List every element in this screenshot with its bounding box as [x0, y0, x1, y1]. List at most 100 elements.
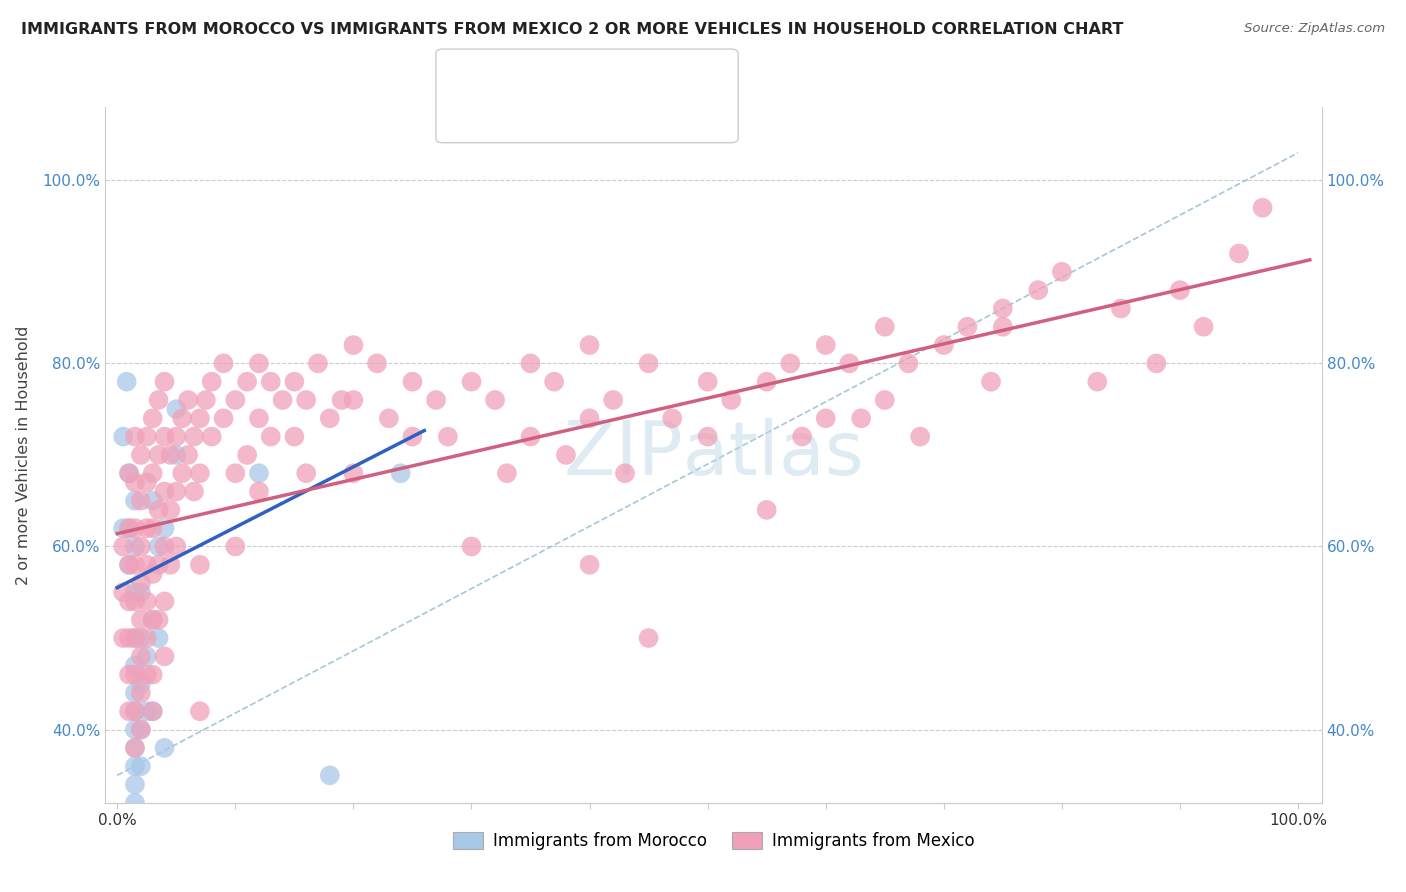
Point	[124, 493, 146, 508]
Point	[129, 723, 152, 737]
Point	[142, 566, 165, 581]
Point	[779, 356, 801, 370]
Point	[142, 613, 165, 627]
Point	[247, 484, 270, 499]
Point	[112, 585, 135, 599]
Point	[112, 521, 135, 535]
Point	[129, 723, 152, 737]
Point	[307, 356, 329, 370]
Point	[188, 704, 211, 718]
Point	[124, 585, 146, 599]
Point	[118, 467, 141, 481]
Point	[236, 448, 259, 462]
Point	[460, 375, 482, 389]
Point	[224, 540, 246, 554]
Point	[814, 338, 837, 352]
Point	[124, 740, 146, 755]
Point	[873, 392, 896, 407]
Point	[159, 503, 181, 517]
Point	[142, 521, 165, 535]
Point	[135, 667, 157, 681]
Point	[378, 411, 401, 425]
Point	[142, 613, 165, 627]
Point	[1168, 283, 1191, 297]
Point	[401, 429, 423, 443]
Point	[519, 356, 541, 370]
Point	[135, 631, 157, 645]
Point	[129, 493, 152, 508]
Text: Source: ZipAtlas.com: Source: ZipAtlas.com	[1244, 22, 1385, 36]
Point	[283, 375, 305, 389]
Text: N =: N =	[605, 107, 638, 125]
Point	[790, 429, 813, 443]
Point	[401, 375, 423, 389]
Point	[118, 558, 141, 572]
Point	[124, 521, 146, 535]
Point	[484, 392, 506, 407]
Point	[271, 392, 294, 407]
Point	[637, 356, 659, 370]
Point	[543, 375, 565, 389]
Point	[755, 375, 778, 389]
Point	[201, 375, 224, 389]
Point	[661, 411, 683, 425]
Point	[124, 759, 146, 773]
Point	[720, 392, 742, 407]
Point	[212, 356, 235, 370]
Point	[247, 411, 270, 425]
Point	[124, 686, 146, 700]
Point	[124, 631, 146, 645]
Text: IMMIGRANTS FROM MOROCCO VS IMMIGRANTS FROM MEXICO 2 OR MORE VEHICLES IN HOUSEHOL: IMMIGRANTS FROM MOROCCO VS IMMIGRANTS FR…	[21, 22, 1123, 37]
Point	[124, 429, 146, 443]
Point	[129, 759, 152, 773]
Point	[135, 475, 157, 490]
Point	[1050, 265, 1073, 279]
Point	[124, 796, 146, 810]
Text: N =: N =	[605, 68, 638, 86]
Point	[124, 475, 146, 490]
Text: 134: 134	[651, 107, 688, 125]
Point	[148, 613, 170, 627]
Point	[247, 356, 270, 370]
Point	[159, 558, 181, 572]
Point	[637, 631, 659, 645]
Point	[614, 467, 637, 481]
Point	[172, 411, 194, 425]
Point	[183, 484, 205, 499]
Point	[124, 777, 146, 791]
Legend: Immigrants from Morocco, Immigrants from Mexico: Immigrants from Morocco, Immigrants from…	[446, 826, 981, 857]
Point	[135, 521, 157, 535]
Point	[118, 631, 141, 645]
Point	[283, 429, 305, 443]
Y-axis label: 2 or more Vehicles in Household: 2 or more Vehicles in Household	[17, 326, 31, 584]
Point	[142, 667, 165, 681]
Point	[224, 392, 246, 407]
Point	[148, 558, 170, 572]
Point	[295, 467, 318, 481]
Point	[183, 429, 205, 443]
Point	[342, 467, 364, 481]
Point	[118, 521, 141, 535]
Point	[188, 467, 211, 481]
Point	[124, 594, 146, 608]
Point	[118, 667, 141, 681]
Point	[124, 558, 146, 572]
Point	[980, 375, 1002, 389]
Point	[236, 375, 259, 389]
Point	[153, 540, 176, 554]
Point	[260, 429, 283, 443]
Point	[148, 631, 170, 645]
Point	[578, 558, 600, 572]
Point	[118, 467, 141, 481]
Point	[755, 503, 778, 517]
Point	[897, 356, 920, 370]
Point	[578, 411, 600, 425]
Point	[142, 704, 165, 718]
Point	[148, 540, 170, 554]
Point	[342, 338, 364, 352]
Point	[129, 686, 152, 700]
Point	[118, 521, 141, 535]
Point	[437, 429, 460, 443]
Point	[555, 448, 578, 462]
Point	[177, 448, 200, 462]
